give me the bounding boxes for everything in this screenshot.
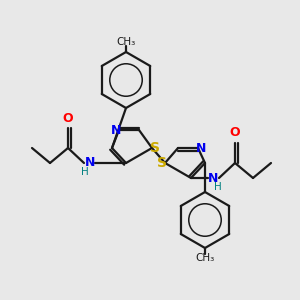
Text: N: N <box>196 142 206 155</box>
Text: O: O <box>63 112 73 124</box>
Text: S: S <box>157 156 167 170</box>
Text: N: N <box>208 172 218 184</box>
Text: S: S <box>150 141 160 155</box>
Text: N: N <box>85 157 95 169</box>
Text: O: O <box>230 127 240 140</box>
Text: H: H <box>214 182 222 192</box>
Text: CH₃: CH₃ <box>195 253 214 263</box>
Text: H: H <box>81 167 89 177</box>
Text: N: N <box>111 124 121 137</box>
Text: CH₃: CH₃ <box>116 37 136 47</box>
